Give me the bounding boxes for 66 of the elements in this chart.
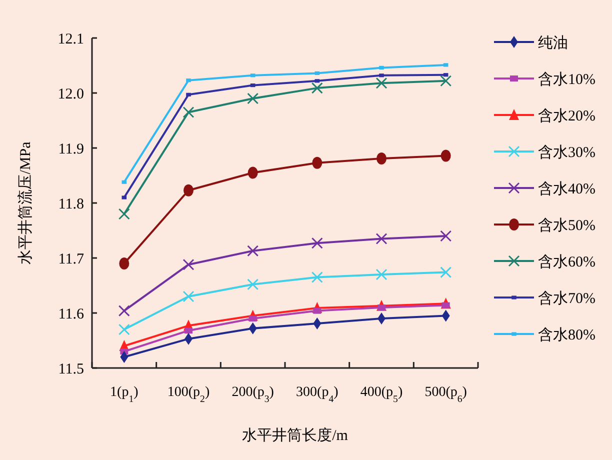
y-tick-label: 12.0: [58, 86, 84, 102]
x-tick-label: 200(p$_{3}$): [232, 385, 274, 404]
point: [311, 82, 323, 94]
x-tick-label: 500(p$_{6}$): [424, 385, 468, 404]
y-tick-label: 11.6: [58, 306, 84, 322]
point: [314, 79, 320, 83]
point: [440, 75, 452, 87]
point: [376, 77, 388, 89]
y-tick-label: 12.1: [58, 31, 84, 48]
legend-label: 含水40%: [538, 180, 596, 198]
point: [122, 180, 127, 184]
y-axis-title: 水平井筒流压/MPa: [17, 141, 34, 264]
x-axis-title: 水平井筒长度/m: [242, 427, 348, 444]
point: [248, 316, 257, 322]
point: [443, 73, 448, 77]
x-tick-label: 100(p$_{2}$): [167, 385, 210, 404]
legend-label: 含水10%: [538, 70, 596, 88]
point: [440, 150, 451, 162]
point: [247, 245, 259, 257]
point: [376, 152, 386, 164]
point: [122, 196, 127, 200]
point: [118, 305, 130, 317]
point: [378, 304, 386, 310]
point: [182, 290, 194, 302]
x-tick-label: 300(p$_{4}$): [296, 385, 339, 404]
point: [120, 351, 128, 363]
point: [247, 278, 259, 290]
point: [119, 258, 130, 270]
point: [376, 268, 388, 280]
point: [248, 166, 258, 179]
point: [186, 92, 191, 96]
point: [311, 237, 323, 249]
y-tick-label: 11.9: [58, 141, 84, 158]
point: [247, 92, 259, 104]
legend-label: 含水20%: [538, 107, 596, 124]
x-tick-label: 400(p$_{5}$): [360, 385, 403, 404]
legend-label: 含水60%: [538, 253, 596, 270]
point: [118, 324, 130, 336]
point: [312, 156, 322, 169]
point: [182, 258, 194, 270]
point: [442, 302, 450, 308]
point: [443, 63, 448, 67]
point: [440, 230, 452, 242]
point: [250, 74, 256, 78]
y-tick-label: 11.7: [58, 251, 84, 268]
point: [379, 74, 384, 78]
point: [186, 78, 191, 82]
point: [118, 208, 130, 220]
legend-label: 含水80%: [538, 326, 596, 344]
legend-label: 含水50%: [538, 216, 596, 234]
point: [379, 66, 384, 70]
point: [184, 184, 194, 196]
x-tick-label: 1(p$_{1}$): [110, 385, 139, 404]
point: [376, 233, 388, 244]
y-tick-label: 11.5: [58, 361, 84, 378]
legend-label: 纯油: [538, 34, 568, 52]
point: [250, 84, 256, 88]
point: [440, 266, 452, 278]
point: [184, 328, 192, 334]
y-tick-label: 11.8: [58, 196, 84, 212]
point: [313, 308, 322, 314]
legend-label: 含水70%: [538, 290, 596, 307]
legend-label: 含水30%: [538, 144, 596, 161]
point: [182, 106, 194, 118]
point: [314, 71, 320, 75]
point: [311, 272, 323, 283]
